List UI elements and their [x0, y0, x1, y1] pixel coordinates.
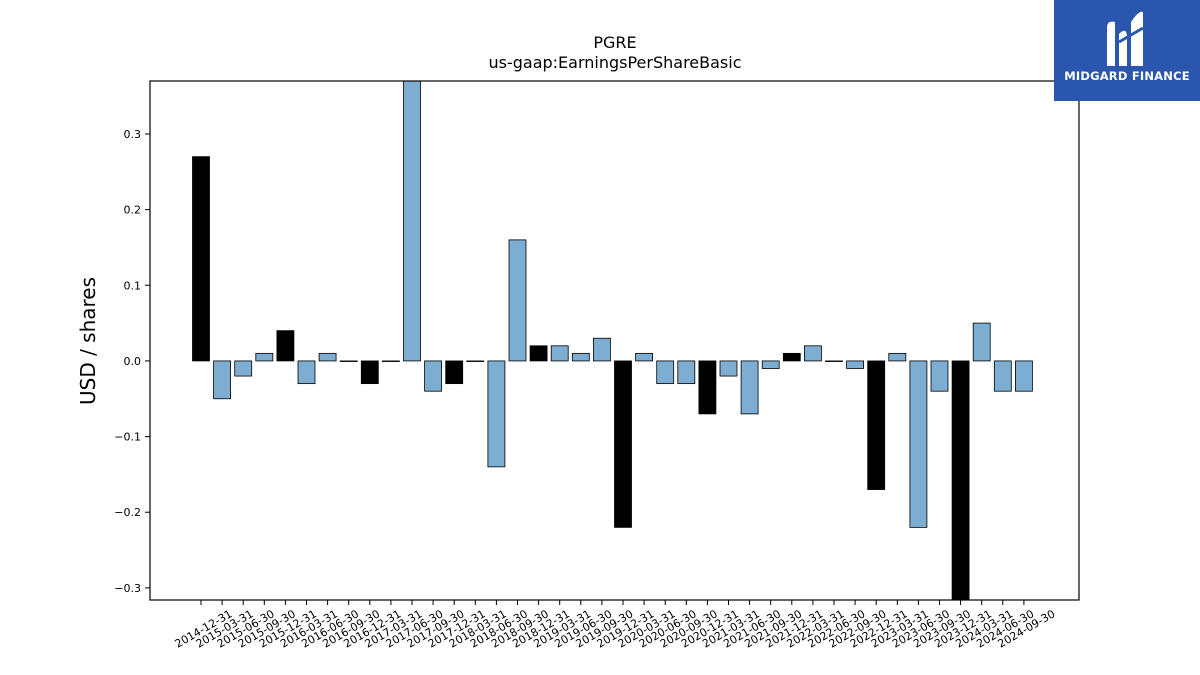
bar-2024-06-30: [993, 360, 1012, 392]
y-tick-label: 0.2: [124, 204, 142, 217]
bar-2014-12-31: [192, 156, 210, 362]
bar-2016-06-30: [318, 352, 337, 362]
y-tick-label: 0.1: [124, 279, 142, 292]
bar-2020-03-31: [635, 352, 653, 362]
bar-2017-03-31: [381, 360, 400, 362]
bar-2015-09-30: [255, 352, 274, 362]
chart-title: PGRE: [593, 33, 636, 52]
bar-2021-03-31: [719, 360, 738, 377]
bar-2018-06-30: [487, 360, 506, 468]
bar-2016-12-31: [360, 360, 379, 385]
bar-2020-12-31: [698, 360, 717, 415]
bar-2023-09-30: [930, 360, 949, 392]
bar-2019-03-31: [550, 345, 569, 362]
bar-2022-09-30: [846, 360, 864, 369]
y-tick-label: 0.0: [124, 355, 142, 368]
bar-2024-09-30: [1015, 360, 1033, 392]
y-tick-label: −0.1: [114, 431, 141, 444]
bar-2022-12-31: [867, 360, 886, 490]
bar-2017-09-30: [424, 360, 443, 392]
bar-2021-06-30: [740, 360, 759, 415]
brand-monogram-icon: [1107, 11, 1144, 67]
bar-2019-06-30: [571, 352, 590, 362]
bar-2021-09-30: [761, 360, 780, 369]
chart-subtitle: us-gaap:EarningsPerShareBasic: [488, 53, 741, 72]
bar-2019-09-30: [593, 337, 611, 362]
y-tick-label: −0.2: [114, 506, 141, 519]
y-axis: −0.3 −0.2 −0.1 0.0 0.1 0.2 0.3: [114, 128, 150, 595]
bar-2022-06-30: [825, 360, 843, 362]
bar-2018-03-31: [466, 360, 485, 362]
bar-2020-06-30: [656, 360, 675, 385]
bar-2019-12-31: [614, 360, 632, 528]
bar-2015-03-31: [213, 360, 232, 400]
bar-2024-03-31: [972, 322, 991, 362]
bar-2016-03-31: [297, 360, 316, 385]
bar-2015-06-30: [234, 360, 253, 377]
brand-name: MIDGARD FINANCE: [1064, 69, 1190, 83]
x-axis: 2014-12-312015-03-312015-06-302015-09-30…: [173, 600, 1057, 651]
y-tick-label: 0.3: [124, 128, 142, 141]
bar-2023-12-31: [951, 360, 970, 601]
bar-2020-09-30: [677, 360, 696, 385]
bar-2017-12-31: [445, 360, 464, 385]
bar-series: [192, 80, 1033, 601]
y-axis-label: USD / shares: [76, 277, 100, 405]
plot-area-frame: [149, 80, 1080, 601]
bar-2015-12-31: [276, 330, 295, 362]
bar-2018-12-31: [529, 345, 548, 362]
bar-2017-06-30: [403, 80, 421, 362]
brand-logo: MIDGARD FINANCE: [1054, 0, 1200, 101]
bar-2023-03-31: [888, 352, 907, 362]
bar-2021-12-31: [782, 352, 801, 362]
bar-2022-03-31: [804, 345, 822, 362]
bar-2023-06-30: [909, 360, 928, 528]
y-tick-label: −0.3: [114, 582, 141, 595]
bar-2016-09-30: [339, 360, 358, 362]
bar-2018-09-30: [508, 239, 527, 362]
